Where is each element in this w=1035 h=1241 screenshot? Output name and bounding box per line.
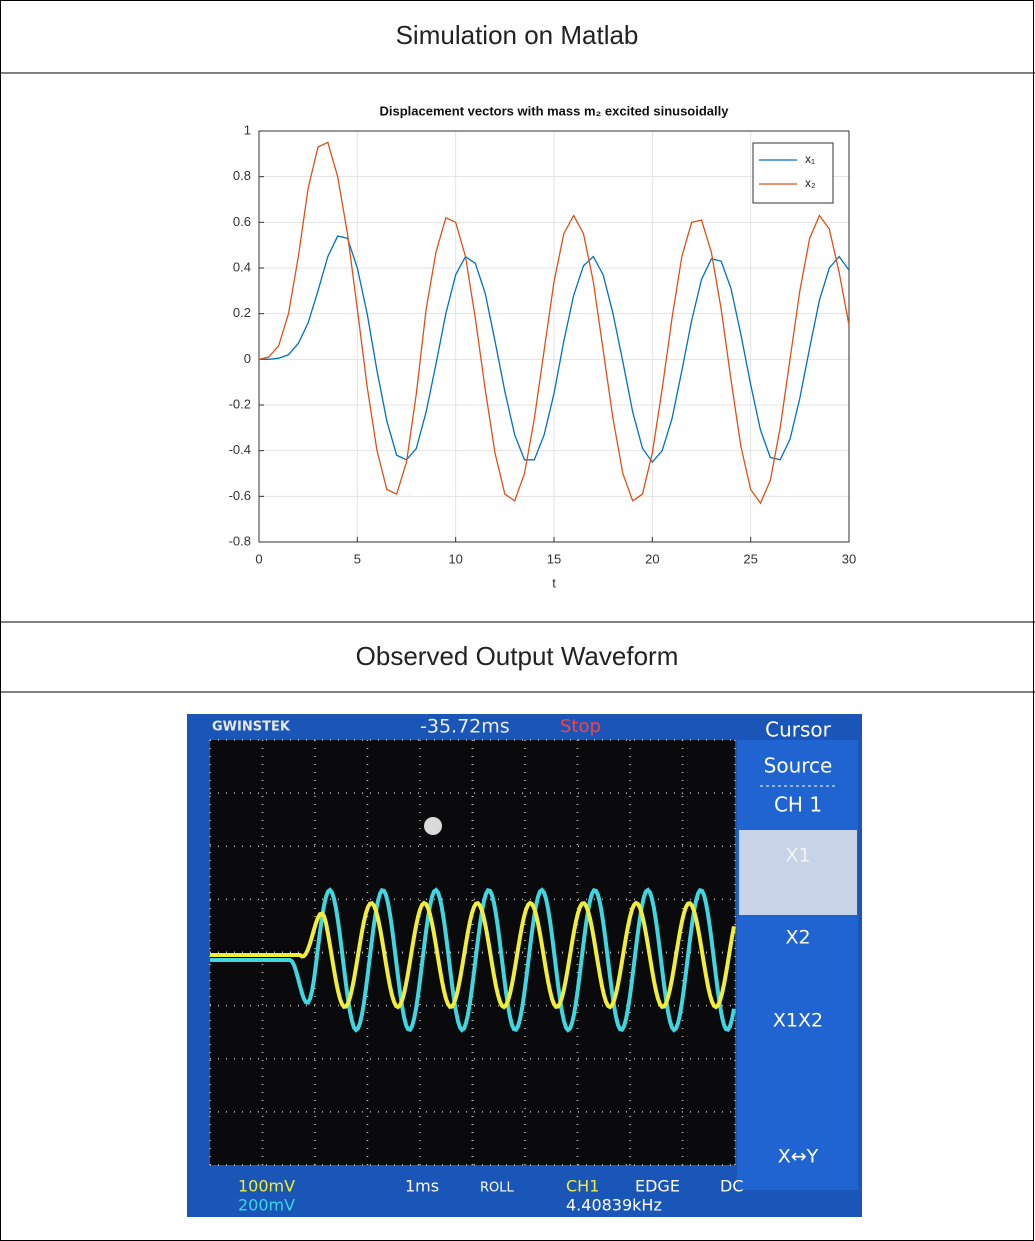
y-tick-label: 0.8	[233, 168, 251, 183]
y-tick-label: 0.4	[233, 259, 251, 274]
x-tick-label: 5	[354, 551, 361, 566]
scope-text: X1X2	[773, 1010, 823, 1032]
scope-text: ROLL	[480, 1181, 515, 1196]
scope-text: 4.40839kHz	[566, 1196, 662, 1215]
scope-text: Source	[764, 754, 833, 778]
series-line	[258, 141, 850, 505]
screen-glare	[424, 817, 442, 835]
legend-label: x₂	[805, 176, 816, 190]
legend-box	[752, 142, 834, 204]
menu-highlight	[739, 830, 857, 915]
scope-trace	[210, 900, 736, 1010]
scope-text: DC	[720, 1177, 744, 1196]
y-tick-label: 0.6	[233, 214, 251, 229]
scope-text: -35.72ms	[420, 716, 510, 738]
scope-text: 1ms	[405, 1177, 439, 1196]
y-tick-label: 1	[244, 122, 251, 137]
axes-box	[258, 130, 850, 543]
x-axis-label: t	[552, 575, 556, 590]
x-tick-label: 25	[743, 551, 757, 566]
y-tick-label: -0.4	[229, 442, 251, 457]
table-header: Simulation on Matlab	[396, 20, 639, 50]
scope-text: X↔Y	[778, 1146, 819, 1168]
y-tick-label: -0.6	[229, 488, 251, 503]
x-tick-label: 10	[448, 551, 462, 566]
x-tick-label: 20	[645, 551, 659, 566]
scope-text: X2	[785, 927, 810, 949]
scope-text: GWINSTEK	[212, 720, 291, 735]
y-tick-label: -0.2	[229, 396, 251, 411]
y-tick-label: 0.2	[233, 305, 251, 320]
x-tick-label: 15	[547, 551, 561, 566]
scope-text: CH 1	[774, 793, 822, 817]
chart: Displacement vectors with mass m₂ excite…	[229, 103, 857, 590]
legend-label: x₁	[805, 152, 815, 166]
x-tick-label: 30	[842, 551, 856, 566]
x-tick-label: 0	[255, 551, 262, 566]
scope-text: Cursor	[765, 718, 832, 742]
scope-text: CH1	[566, 1177, 599, 1196]
y-tick-label: -0.8	[229, 533, 251, 548]
scope-text: Stop	[560, 716, 601, 737]
scope-text: 100mV	[238, 1177, 295, 1196]
table-header: Observed Output Waveform	[356, 641, 679, 671]
y-tick-label: 0	[244, 351, 251, 366]
scope-text: EDGE	[635, 1177, 680, 1196]
scope-menu	[737, 740, 858, 1190]
scope-text: X1	[785, 845, 810, 867]
series-line	[259, 235, 850, 464]
chart-title: Displacement vectors with mass m₂ excite…	[380, 103, 730, 118]
scope-trace	[210, 887, 736, 1033]
scope-text: 200mV	[238, 1196, 295, 1215]
scope-screen	[210, 740, 735, 1165]
